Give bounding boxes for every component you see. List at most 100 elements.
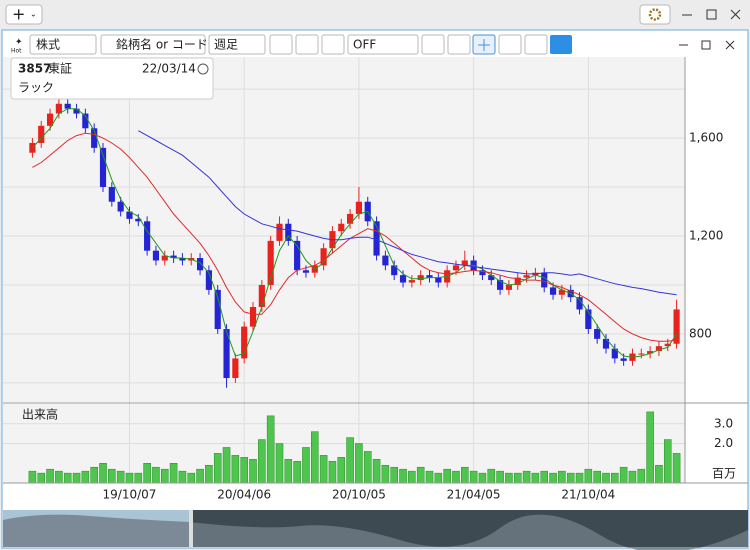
volume-bar <box>337 457 346 484</box>
candle-body <box>576 297 583 310</box>
info-toggle[interactable] <box>197 63 209 75</box>
settings-list-button[interactable] <box>498 34 522 55</box>
volume-bar <box>443 468 451 484</box>
volume-bar <box>187 472 196 484</box>
volume-bar <box>496 470 504 484</box>
volume-bar <box>487 468 496 484</box>
volume-bar <box>72 472 81 484</box>
hot-label[interactable]: Hot <box>11 48 22 55</box>
volume-bar <box>399 468 407 484</box>
candle-body <box>399 275 407 283</box>
plus-icon: + <box>12 5 25 24</box>
mode-select[interactable] <box>347 34 419 55</box>
y-tick-label: 1,200 <box>689 228 723 242</box>
volume-bar <box>319 455 328 484</box>
volume-bar <box>143 463 151 484</box>
maximize-button[interactable] <box>706 9 717 20</box>
volume-bar <box>558 470 566 484</box>
x-tick-label: 21/04/05 <box>447 488 501 502</box>
volume-bar <box>213 453 222 484</box>
volume-title: 出来高 <box>22 407 58 422</box>
align-left-button[interactable] <box>295 34 319 55</box>
volume-bar <box>266 415 275 484</box>
candle-body <box>382 255 389 266</box>
period-select-text: 週足 <box>214 38 238 52</box>
x-tick-label: 20/04/06 <box>217 488 271 502</box>
volume-bar <box>584 468 593 484</box>
volume-bar <box>196 468 204 484</box>
candle-body <box>161 255 168 261</box>
volume-bar <box>152 466 160 484</box>
volume-bar <box>478 472 487 484</box>
candle-body <box>523 275 530 278</box>
volume-bar <box>461 466 469 484</box>
volume-bar <box>178 470 187 484</box>
settings-button[interactable] <box>639 4 671 25</box>
candle-body <box>46 113 54 126</box>
candle-body <box>73 108 80 114</box>
candle-body <box>338 223 345 232</box>
volume-bar <box>628 470 637 484</box>
y-tick-label: 1,600 <box>689 131 723 145</box>
volume-bar <box>566 472 575 484</box>
candle-body <box>664 343 671 347</box>
moving-average-line <box>138 130 677 296</box>
trend-button[interactable] <box>269 34 293 55</box>
candle-body <box>655 346 663 352</box>
camera-button[interactable] <box>524 34 548 55</box>
panel-maximize[interactable] <box>701 40 711 50</box>
candle-body <box>117 201 124 212</box>
candle-body <box>435 277 442 283</box>
candle-body <box>126 211 133 219</box>
search-input[interactable] <box>100 34 206 55</box>
volume-bar <box>293 461 301 484</box>
volume-bar <box>240 457 248 484</box>
market-select[interactable] <box>29 34 97 55</box>
volume-bar <box>540 470 549 484</box>
shuffle-button[interactable] <box>421 34 445 55</box>
volume-bar <box>258 439 266 484</box>
refresh-button[interactable] <box>550 35 572 54</box>
volume-bar <box>275 443 284 484</box>
volume-bar <box>284 459 293 484</box>
volume-bar <box>355 443 363 484</box>
panel-close[interactable] <box>725 40 735 50</box>
hot-icon: ✦ <box>15 38 23 48</box>
candle-body <box>541 272 548 288</box>
volume-bar <box>646 411 654 484</box>
info-name: ラック <box>18 81 54 95</box>
candle-body <box>673 309 680 344</box>
volume-bar <box>390 466 398 484</box>
volume-bar <box>655 464 663 484</box>
candle-body <box>108 187 115 202</box>
candle-body <box>302 270 310 273</box>
candle-body <box>479 270 486 276</box>
volume-bar <box>672 453 681 484</box>
candle-body <box>258 284 265 308</box>
close-button[interactable] <box>730 9 741 20</box>
crosshair-icon <box>478 39 490 51</box>
candle-body <box>196 258 204 271</box>
candle-body <box>391 265 398 276</box>
candle-body <box>232 358 239 379</box>
candle-body <box>55 103 62 114</box>
candle-body <box>461 260 468 266</box>
candle-body <box>82 113 89 129</box>
candle-body <box>417 275 424 281</box>
volume-bar <box>134 472 143 484</box>
add-button[interactable] <box>5 4 43 25</box>
volume-bar <box>125 472 134 484</box>
candle-body <box>497 280 504 290</box>
candle-body <box>205 270 212 290</box>
align-right-button[interactable] <box>321 34 345 55</box>
navigator-handle[interactable] <box>189 510 193 547</box>
volume-unit: 百万 <box>712 467 736 481</box>
candle-body <box>426 275 433 278</box>
volume-bar <box>160 468 169 484</box>
candle-body <box>346 213 354 224</box>
draw-button[interactable] <box>447 34 471 55</box>
period-select[interactable] <box>208 34 266 55</box>
volume-bar <box>81 470 90 484</box>
volume-bar <box>249 459 257 484</box>
volume-bar <box>116 470 125 484</box>
